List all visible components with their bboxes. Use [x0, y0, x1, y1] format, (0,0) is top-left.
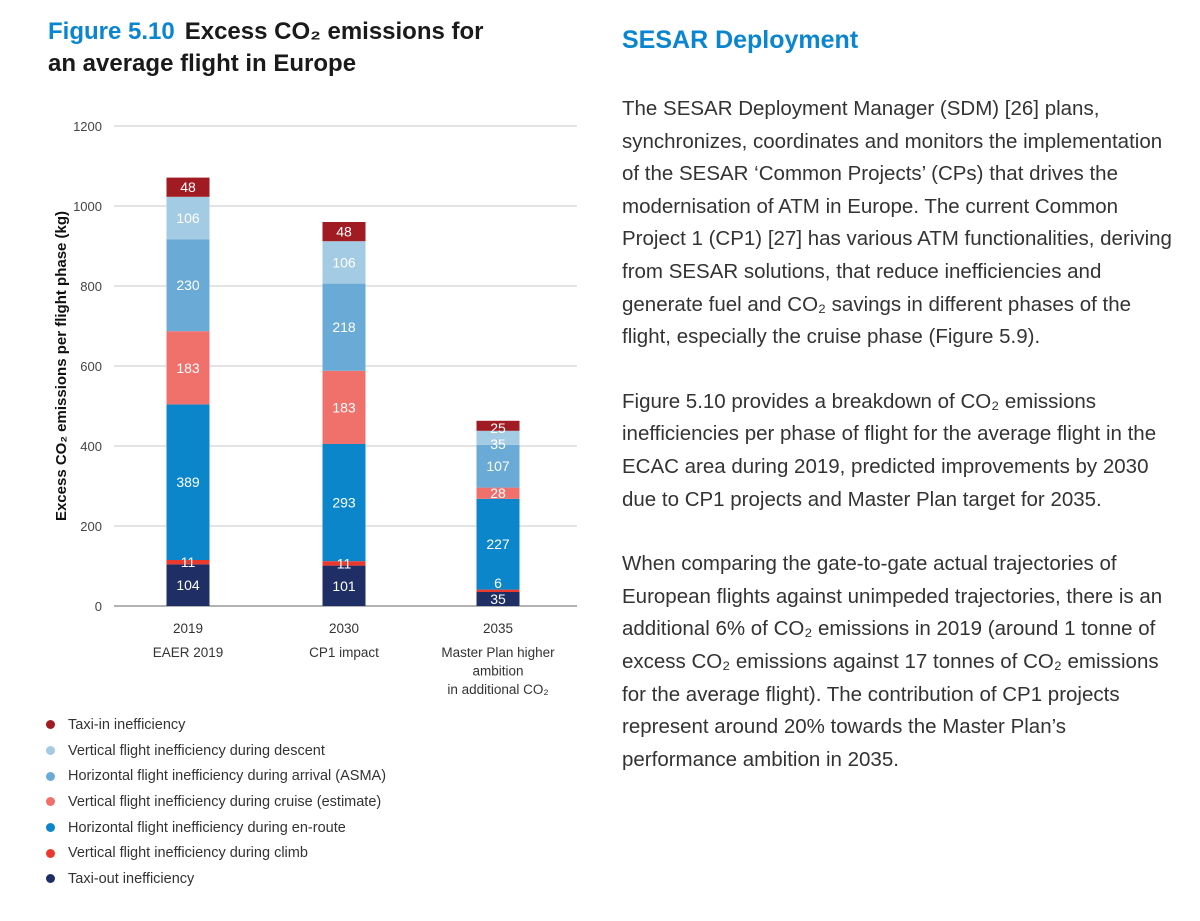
data-label: 389: [176, 474, 200, 490]
x-tick-year: 2019: [173, 621, 203, 636]
data-label: 293: [332, 495, 356, 511]
figure-title: Figure 5.10 Excess CO₂ emissions for an a…: [48, 16, 518, 80]
legend-dot-icon: [46, 720, 55, 730]
x-tick-label: EAER 2019: [153, 645, 224, 660]
legend-label: Vertical flight inefficiency during crui…: [68, 793, 382, 810]
figure-number: Figure 5.10: [48, 18, 175, 45]
article: SESAR Deployment The SESAR Deployment Ma…: [622, 26, 1182, 808]
stacked-bar-chart: 0 200 400 600 800 1000 1200 Excess CO₂ emission…: [53, 119, 577, 697]
bar-segment: [322, 444, 366, 562]
bar-segment: [166, 560, 210, 565]
bar-segment: [166, 331, 210, 405]
figure-title-text: Excess CO₂ emissions for an average flig…: [48, 18, 484, 77]
data-label: 230: [176, 277, 200, 293]
y-tick-label: 600: [80, 359, 102, 374]
data-label: 101: [332, 578, 356, 594]
legend-dot-icon: [46, 874, 55, 884]
data-label: 35: [490, 591, 506, 607]
bar-segment: [476, 487, 520, 499]
x-tick-year: 2035: [483, 621, 513, 636]
section-title: SESAR Deployment: [622, 26, 859, 54]
bar-segment: [322, 370, 366, 444]
paragraph-2: Figure 5.10 provides a breakdown of CO₂ …: [622, 389, 1157, 511]
data-label: 28: [490, 485, 506, 501]
bar-segment: [476, 498, 520, 590]
data-label: 106: [176, 210, 200, 226]
data-label: 183: [176, 360, 200, 376]
legend-label: Taxi-in inefficiency: [68, 716, 186, 733]
bar-segment: [166, 404, 210, 560]
bar-segment: [476, 592, 520, 606]
legend-label: Vertical flight inefficiency during desc…: [68, 742, 325, 759]
bar-segment: [476, 589, 520, 592]
bar-segment: [476, 430, 520, 445]
legend-dot-icon: [46, 823, 55, 833]
legend-item: Horizontal flight inefficiency during en…: [46, 815, 386, 841]
paragraph-3: When comparing the gate-to-gate actual t…: [622, 552, 1163, 771]
data-label: 11: [181, 554, 196, 570]
legend-dot-icon: [46, 848, 55, 858]
data-label: 183: [332, 399, 356, 415]
legend-item: Vertical flight inefficiency during crui…: [46, 789, 386, 815]
y-axis-label: Excess CO₂ emissions per flight phase (k…: [53, 211, 70, 521]
data-label: 104: [176, 577, 200, 593]
bar-segment: [322, 241, 366, 284]
legend-label: Horizontal flight inefficiency during ar…: [68, 768, 387, 785]
bar-segment: [166, 177, 210, 197]
data-label: 107: [486, 458, 510, 474]
legend-item: Taxi-in inefficiency: [46, 712, 386, 738]
bar-segment: [322, 222, 366, 242]
bar-segment: [476, 444, 520, 488]
x-tick-year: 2030: [329, 621, 359, 636]
y-tick-label: 400: [80, 439, 102, 454]
legend-item: Vertical flight inefficiency during desc…: [46, 738, 386, 764]
x-tick-label: Master Plan higher ambition in additional …: [441, 645, 555, 697]
bar-segment: [322, 283, 366, 371]
y-tick-label: 200: [80, 519, 102, 534]
bar-segment: [322, 565, 366, 606]
data-label: 48: [180, 179, 196, 195]
legend-dot-icon: [46, 771, 55, 781]
legend-item: Horizontal flight inefficiency during ar…: [46, 763, 386, 789]
data-label: 227: [486, 536, 510, 552]
chart-legend: Taxi-in inefficiency Vertical flight inef…: [46, 712, 386, 892]
legend-item: Vertical flight inefficiency during clim…: [46, 840, 386, 866]
paragraph-1: The SESAR Deployment Manager (SDM) [26] …: [622, 97, 1172, 349]
bar-segment: [166, 196, 210, 240]
x-tick-label: CP1 impact: [309, 645, 379, 660]
data-label: 106: [332, 254, 356, 270]
data-label: 35: [490, 436, 506, 452]
y-tick-label: 800: [80, 279, 102, 294]
legend-dot-icon: [46, 797, 55, 807]
legend-label: Taxi-out inefficiency: [68, 870, 195, 887]
bar-segment: [476, 420, 520, 431]
y-tick-label: 1000: [73, 199, 102, 214]
data-label: 48: [336, 224, 352, 240]
data-label: 6: [494, 575, 502, 591]
bar-segment: [166, 239, 210, 332]
y-tick-label: 0: [95, 599, 102, 614]
data-label: 218: [332, 319, 356, 335]
data-label: 11: [337, 555, 352, 571]
legend-label: Horizontal flight inefficiency during en…: [68, 819, 346, 836]
y-tick-label: 1200: [73, 119, 102, 134]
bar-segment: [166, 564, 210, 606]
data-label: 25: [490, 420, 506, 436]
legend-label: Vertical flight inefficiency during clim…: [68, 845, 308, 862]
bar-segment: [322, 561, 366, 566]
legend-item: Taxi-out inefficiency: [46, 866, 386, 892]
legend-dot-icon: [46, 746, 55, 756]
